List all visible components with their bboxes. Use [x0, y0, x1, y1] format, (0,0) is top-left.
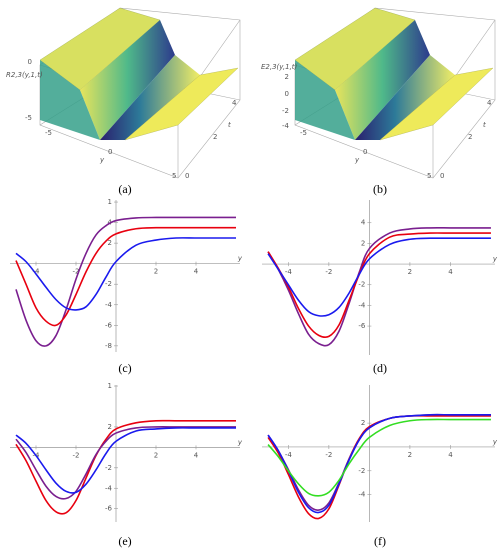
y-tick-label: -5	[45, 129, 52, 137]
y-tick-label: 1	[108, 382, 112, 390]
y-tick-label: 2	[361, 419, 365, 427]
curve	[15, 426, 236, 500]
curve	[267, 418, 491, 497]
t-label: t	[483, 121, 486, 129]
y-tick-label: 5	[172, 172, 176, 180]
x-axis-label: y	[492, 255, 498, 263]
y-tick-label: -2	[105, 280, 112, 288]
line-chart: y -4 -2 2 4 2 -2 -4 (f)	[262, 385, 498, 548]
x-axis-label: y	[237, 255, 243, 263]
x-tick-label: 2	[154, 451, 158, 459]
y-tick-label: 4	[361, 219, 366, 227]
curve	[15, 427, 236, 494]
surface-panel-a: R2,3(y,1,t) 0 -5 -5 0 5 y 0 2 4 t (a)	[6, 7, 241, 196]
t-tick-label: 4	[232, 99, 237, 107]
y-tick-label: 2	[108, 239, 112, 247]
x-tick-label: 2	[408, 268, 412, 276]
caption: (f)	[374, 534, 386, 548]
y-tick-label: 0	[108, 148, 112, 156]
t-label: t	[228, 121, 231, 129]
x-tick-label: 4	[448, 451, 453, 459]
y-label: y	[354, 156, 360, 164]
y-tick-label: -5	[300, 129, 307, 137]
z-tick-label: -5	[25, 114, 32, 122]
y-tick-label: -4	[105, 301, 113, 309]
t-tick-label: 0	[185, 172, 189, 180]
surface	[294, 7, 496, 179]
y-tick-label: -4	[358, 491, 366, 499]
x-tick-label: -4	[285, 268, 293, 276]
caption: (e)	[118, 534, 131, 548]
y-tick-label: 2	[108, 423, 112, 431]
curve	[267, 227, 491, 347]
x-axis-label: y	[492, 438, 498, 446]
x-tick-label: -4	[33, 268, 41, 276]
curve	[15, 226, 236, 327]
y-tick-label: -6	[105, 505, 113, 513]
x-tick-label: 2	[154, 268, 158, 276]
x-tick-label: -2	[325, 451, 332, 459]
y-tick-label: -2	[358, 467, 365, 475]
y-label: y	[99, 156, 105, 164]
y-tick-label: -2	[105, 464, 112, 472]
z-tick-label: 2	[285, 73, 289, 81]
x-tick-label: 2	[408, 451, 412, 459]
x-axis-label: y	[237, 438, 243, 446]
z-tick-label: 0	[285, 90, 289, 98]
x-tick-label: -4	[285, 451, 293, 459]
caption: (d)	[373, 361, 387, 375]
y-tick-label: -4	[358, 301, 366, 309]
y-tick-label: -6	[105, 321, 113, 329]
y-tick-label: -4	[105, 484, 113, 492]
x-tick-label: 4	[194, 451, 199, 459]
x-tick-label: 4	[194, 268, 199, 276]
t-tick-label: 4	[487, 99, 492, 107]
curve	[267, 413, 491, 511]
curve	[267, 237, 491, 317]
y-tick-label: 5	[427, 172, 431, 180]
x-tick-label: -2	[325, 268, 332, 276]
t-tick-label: 2	[468, 133, 472, 141]
caption: (a)	[118, 182, 131, 196]
y-tick-label: 0	[363, 148, 367, 156]
x-tick-label: -2	[73, 268, 80, 276]
z-tick-label: -2	[282, 107, 289, 115]
curve	[15, 237, 236, 311]
y-tick-label: 1	[108, 198, 112, 206]
z-tick-label: 0	[28, 58, 32, 66]
z-label: E2,3(y,1,t)	[261, 63, 298, 71]
y-tick-label: -6	[358, 322, 366, 330]
z-label: R2,3(y,1,t)	[6, 71, 43, 79]
x-tick-label: -2	[73, 451, 80, 459]
line-chart: y-4 -2 2 412-2-4-6(e)	[10, 382, 243, 548]
t-tick-label: 2	[213, 133, 217, 141]
surface	[39, 7, 241, 179]
t-tick-label: 0	[440, 172, 444, 180]
x-tick-label: 4	[448, 268, 453, 276]
y-tick-label: 2	[361, 239, 365, 247]
caption: (c)	[118, 361, 131, 375]
surface-panel-b: E2,3(y,1,t) 2 0 -2 -4 -5 0 5 y 0 2 4 t (…	[261, 7, 496, 196]
y-tick-label: -2	[358, 281, 365, 289]
y-tick-label: -8	[105, 342, 112, 350]
z-tick-label: -4	[282, 122, 290, 130]
curve	[15, 216, 236, 347]
curve	[267, 232, 491, 339]
curve	[267, 413, 491, 514]
caption: (b)	[373, 182, 387, 196]
line-chart: y -4 -2 2 4 4 2 -2 -4 -6 (d)	[262, 200, 498, 375]
